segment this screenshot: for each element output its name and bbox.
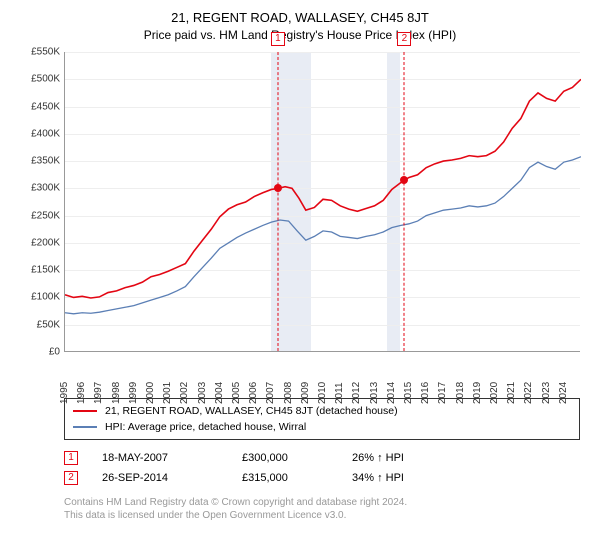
x-tick-label: 2023 — [541, 382, 552, 404]
x-tick-label: 1996 — [76, 382, 87, 404]
legend-row: HPI: Average price, detached house, Wirr… — [73, 419, 571, 435]
sale-price: £315,000 — [242, 468, 352, 488]
sale-row: 1 18-MAY-2007£300,00026% ↑ HPI — [64, 448, 580, 468]
legend-label: 21, REGENT ROAD, WALLASEY, CH45 8JT (det… — [105, 403, 398, 419]
sale-marker-box: 2 — [397, 32, 411, 46]
sale-marker-dot — [400, 176, 408, 184]
x-tick-label: 2022 — [523, 382, 534, 404]
x-tick-label: 2008 — [283, 382, 294, 404]
y-axis-labels: £0£50K£100K£150K£200K£250K£300K£350K£400… — [20, 52, 64, 352]
y-tick-label: £300K — [31, 183, 60, 194]
x-tick-label: 2011 — [334, 382, 345, 404]
page-title: 21, REGENT ROAD, WALLASEY, CH45 8JT — [20, 10, 580, 25]
sale-price: £300,000 — [242, 448, 352, 468]
page-subtitle: Price paid vs. HM Land Registry's House … — [20, 28, 580, 42]
chart: £0 £50K £100K £150K £200K £250K £300K £350K £400… — [20, 52, 580, 392]
x-tick-label: 1999 — [128, 382, 139, 404]
legend-swatch — [73, 426, 97, 428]
x-tick-label: 2021 — [506, 382, 517, 404]
y-tick-label: £0 — [49, 347, 60, 358]
y-tick-label: £250K — [31, 210, 60, 221]
sale-marker-box: 1 — [271, 32, 285, 46]
footnote: Contains HM Land Registry data © Crown c… — [64, 496, 580, 522]
y-tick-label: £500K — [31, 74, 60, 85]
legend: 21, REGENT ROAD, WALLASEY, CH45 8JT (det… — [64, 398, 580, 440]
x-tick-label: 1998 — [111, 382, 122, 404]
x-axis-labels: 1995199619971998199920002001200220032004… — [64, 354, 580, 392]
footnote-line2: This data is licensed under the Open Gov… — [64, 510, 346, 521]
x-tick-label: 2015 — [403, 382, 414, 404]
series-property — [65, 79, 581, 298]
x-tick-label: 2009 — [300, 382, 311, 404]
footnote-line1: Contains HM Land Registry data © Crown c… — [64, 497, 407, 508]
y-tick-label: £200K — [31, 237, 60, 248]
x-tick-label: 2002 — [179, 382, 190, 404]
sale-pct: 34% ↑ HPI — [352, 468, 452, 488]
legend-label: HPI: Average price, detached house, Wirr… — [105, 419, 306, 435]
x-tick-label: 2006 — [248, 382, 259, 404]
x-tick-label: 2020 — [489, 382, 500, 404]
chart-container: 21, REGENT ROAD, WALLASEY, CH45 8JT Pric… — [0, 0, 600, 537]
y-tick-label: £100K — [31, 292, 60, 303]
x-tick-label: 2019 — [472, 382, 483, 404]
x-tick-label: 2010 — [317, 382, 328, 404]
legend-row: 21, REGENT ROAD, WALLASEY, CH45 8JT (det… — [73, 403, 571, 419]
sale-date: 18-MAY-2007 — [102, 448, 242, 468]
sale-number-box: 2 — [64, 471, 78, 485]
sale-rows: 1 18-MAY-2007£300,00026% ↑ HPI 2 26-SEP-201… — [64, 448, 580, 488]
x-tick-label: 2012 — [351, 382, 362, 404]
y-tick-label: £450K — [31, 101, 60, 112]
legend-swatch — [73, 410, 97, 412]
x-tick-label: 2005 — [231, 382, 242, 404]
y-tick-label: £50K — [37, 319, 60, 330]
x-tick-label: 1997 — [93, 382, 104, 404]
sale-row: 2 26-SEP-2014£315,00034% ↑ HPI — [64, 468, 580, 488]
x-tick-label: 2024 — [558, 382, 569, 404]
x-tick-label: 2018 — [455, 382, 466, 404]
plot-area: 12 — [64, 52, 580, 352]
y-tick-label: £150K — [31, 265, 60, 276]
x-tick-label: 2016 — [420, 382, 431, 404]
x-tick-label: 2000 — [145, 382, 156, 404]
y-tick-label: £550K — [31, 47, 60, 58]
x-tick-label: 2017 — [437, 382, 448, 404]
x-tick-label: 2001 — [162, 382, 173, 404]
x-tick-label: 1995 — [59, 382, 70, 404]
x-tick-label: 2003 — [197, 382, 208, 404]
x-tick-label: 2013 — [369, 382, 380, 404]
sale-marker-dot — [274, 184, 282, 192]
sale-number-box: 1 — [64, 451, 78, 465]
series-hpi — [65, 157, 581, 314]
x-tick-label: 2004 — [214, 382, 225, 404]
x-tick-label: 2014 — [386, 382, 397, 404]
line-series — [65, 52, 581, 352]
y-tick-label: £350K — [31, 156, 60, 167]
sale-date: 26-SEP-2014 — [102, 468, 242, 488]
y-tick-label: £400K — [31, 128, 60, 139]
x-tick-label: 2007 — [265, 382, 276, 404]
sale-pct: 26% ↑ HPI — [352, 448, 452, 468]
